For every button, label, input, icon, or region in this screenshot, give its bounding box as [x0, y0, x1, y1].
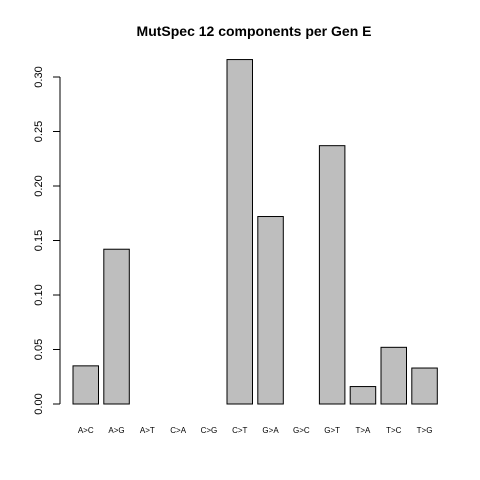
- bar-A-to-G: [103, 248, 130, 405]
- y-axis: 0.00 0.05 0.10 0.15 0.20 0.25 0.30: [33, 66, 61, 415]
- x-tick-label: G>C: [293, 426, 310, 435]
- bar-T-to-C: [380, 346, 407, 405]
- x-tick-label: A>T: [140, 426, 155, 435]
- bar-A-to-C: [72, 365, 99, 405]
- x-tick-label: T>G: [417, 426, 433, 435]
- bar-C-to-T: [226, 59, 253, 405]
- y-tick-label: 0.10: [33, 284, 45, 305]
- bar-G-to-A: [257, 216, 284, 405]
- x-tick-label: T>C: [386, 426, 402, 435]
- y-tick-label: 0.00: [33, 393, 45, 414]
- bar-G-to-T: [318, 145, 346, 405]
- x-tick-label: A>G: [108, 426, 124, 435]
- chart-title: MutSpec 12 components per Gen E: [137, 23, 372, 39]
- x-tick-label: C>T: [232, 426, 247, 435]
- y-tick-label: 0.15: [33, 230, 45, 251]
- x-tick-label: T>A: [355, 426, 371, 435]
- y-tick-label: 0.20: [33, 175, 45, 196]
- x-tick-label: C>A: [170, 426, 186, 435]
- y-tick-label: 0.30: [33, 66, 45, 87]
- x-tick-label: A>C: [78, 426, 94, 435]
- y-tick-label: 0.25: [33, 121, 45, 142]
- bars: [72, 59, 438, 405]
- x-tick-label: G>T: [324, 426, 340, 435]
- x-axis-labels: A>C A>G A>T C>A C>G C>T G>A G>C G>T T>A T>C T>G: [78, 426, 433, 435]
- bar-T-to-A: [349, 386, 377, 405]
- x-tick-label: G>A: [262, 426, 279, 435]
- bar-T-to-G: [411, 367, 438, 405]
- y-tick-label: 0.05: [33, 339, 45, 360]
- x-tick-label: C>G: [201, 426, 218, 435]
